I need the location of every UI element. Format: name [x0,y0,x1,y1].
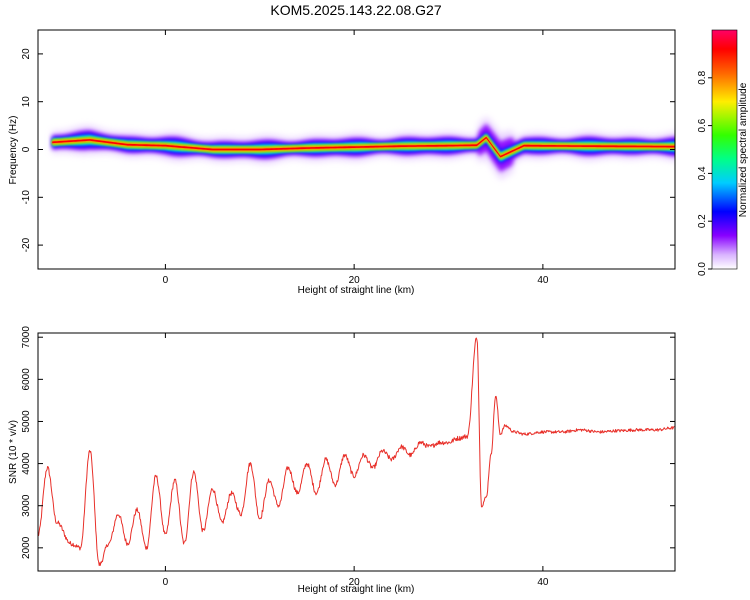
spectrogram-y-ticks: 20 10 0 -10 -20 [21,48,675,252]
spectrogram-ytick-label: 20 [21,48,32,60]
colorbar-tick-label: 0.0 [697,262,708,276]
snr-ytick-label: 5000 [21,410,32,433]
spectrogram-ytick-label: -10 [21,190,32,205]
figure-title: KOM5.2025.143.22.08.G27 [270,2,441,18]
spectrogram-panel: 0 20 40 20 10 0 -10 -20 Height of straight lin… [8,29,676,296]
spectrogram-xtick-label: 0 [163,275,169,286]
snr-ytick-label: 6000 [21,368,32,391]
snr-y-axis-label: SNR (10 * v/v) [8,420,19,484]
snr-ytick-label: 2000 [21,536,32,559]
spectrogram-x-ticks: 0 20 40 [163,30,549,286]
spectrogram-x-axis-label: Height of straight line (km) [298,285,415,296]
snr-xtick-label: 0 [163,577,169,588]
colorbar-tick-label: 0.2 [697,214,708,228]
snr-ytick-label: 3000 [21,494,32,517]
colorbar-label: Normalized spectral amplitude [738,82,749,217]
snr-ytick-label: 7000 [21,326,32,349]
colorbar: 0.0 0.2 0.4 0.6 0.8 Normalized spectral ampl… [697,29,749,276]
snr-panel: 0 20 40 2000 3000 4000 5000 6000 7000 Height of… [8,326,676,595]
colorbar-tick-label: 0.4 [697,166,708,180]
colorbar-gradient [711,29,738,270]
snr-ytick-label: 4000 [21,452,32,475]
snr-x-axis-label: Height of straight line (km) [298,584,415,595]
snr-series-line [38,337,675,566]
snr-y-ticks: 2000 3000 4000 5000 6000 7000 [21,326,675,559]
snr-background [38,333,675,571]
snr-xtick-label: 40 [537,577,549,588]
colorbar-ticks: 0.0 0.2 0.4 0.6 0.8 [697,70,712,276]
spectrogram-ytick-label: 10 [21,96,32,108]
spectrogram-ytick-label: -20 [21,237,32,252]
colorbar-tick-label: 0.8 [697,70,708,84]
spectrogram-y-axis-label: Frequency (Hz) [8,116,19,185]
snr-x-ticks: 0 20 40 [163,333,549,588]
ridge-band-red [52,136,675,158]
spectrogram-xtick-label: 40 [537,275,549,286]
spectrogram-ytick-label: 0 [21,146,32,152]
snr-frame [37,332,676,572]
spectrogram-xtick-label: 20 [349,275,361,286]
colorbar-tick-label: 0.6 [697,118,708,132]
snr-xtick-label: 20 [349,577,361,588]
spectrogram-ridge [52,116,675,180]
